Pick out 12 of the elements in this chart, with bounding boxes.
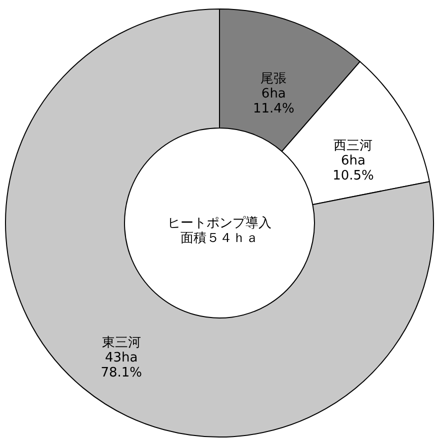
slice-label: 尾張 xyxy=(260,71,287,86)
text: 43ha xyxy=(105,350,138,366)
text: 6ha xyxy=(261,86,286,102)
slice-label: 東三河 xyxy=(102,335,141,350)
slice-label: 西三河 xyxy=(334,138,373,154)
donut-slice xyxy=(5,8,434,438)
data-label: 78.1% xyxy=(100,365,142,380)
text: 6ha xyxy=(340,154,366,169)
text: ヒートポンプ導入 xyxy=(168,216,272,231)
data-label: 11.4% xyxy=(253,101,294,116)
text: 面積５４ｈａ xyxy=(180,231,258,246)
data-label: 10.5% xyxy=(332,168,374,184)
